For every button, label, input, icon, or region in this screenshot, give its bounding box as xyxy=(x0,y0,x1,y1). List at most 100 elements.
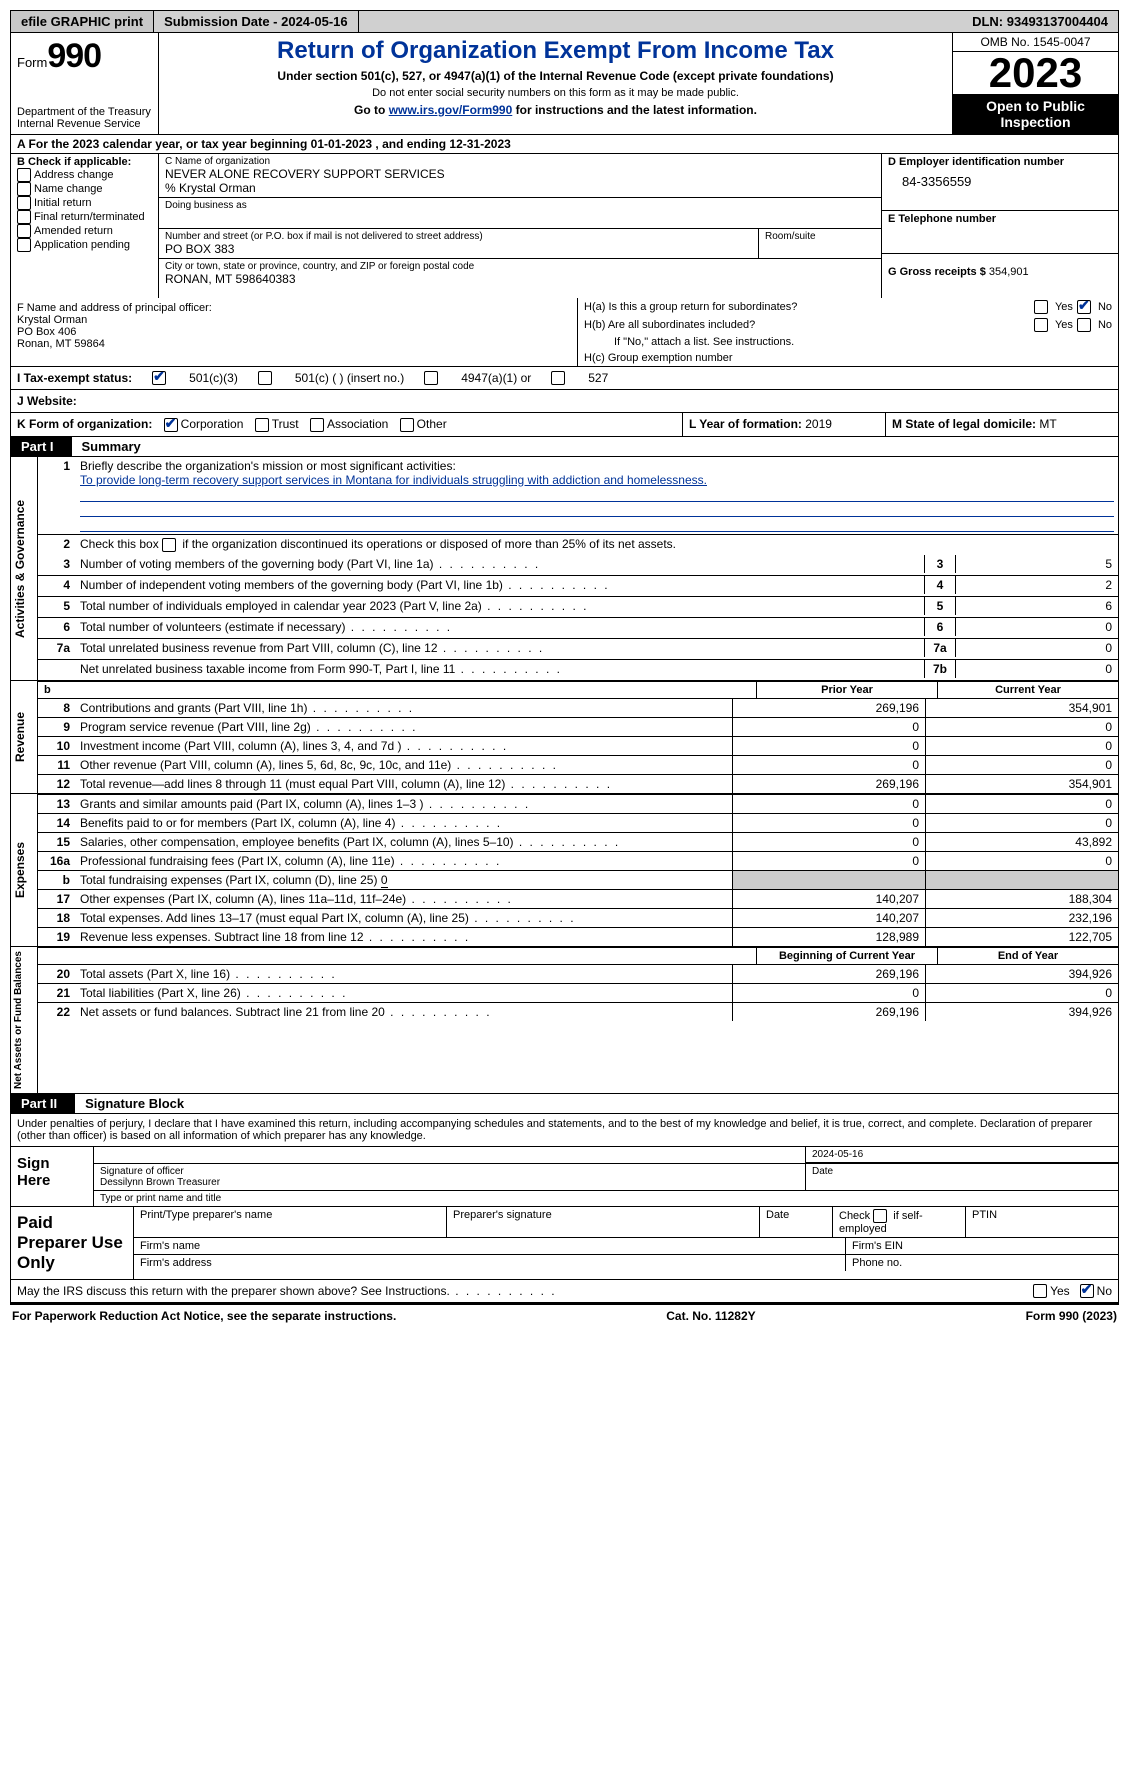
table-row: 8Contributions and grants (Part VIII, li… xyxy=(38,698,1118,717)
checkbox-hb-yes[interactable] xyxy=(1034,318,1048,332)
table-row: 9Program service revenue (Part VIII, lin… xyxy=(38,717,1118,736)
col-prior-year: Prior Year xyxy=(756,682,937,698)
checkbox-501c[interactable] xyxy=(258,371,272,385)
table-row: 18Total expenses. Add lines 13–17 (must … xyxy=(38,908,1118,927)
perjury-text: Under penalties of perjury, I declare th… xyxy=(11,1114,1118,1146)
table-row: 22Net assets or fund balances. Subtract … xyxy=(38,1002,1118,1021)
col-current-year: Current Year xyxy=(937,682,1118,698)
checkbox-amended-return[interactable] xyxy=(17,224,31,238)
table-row: 13Grants and similar amounts paid (Part … xyxy=(38,794,1118,813)
page-footer: For Paperwork Reduction Act Notice, see … xyxy=(10,1303,1119,1327)
checkbox-ha-yes[interactable] xyxy=(1034,300,1048,314)
efile-print-button[interactable]: efile GRAPHIC print xyxy=(11,11,154,32)
table-row: 14Benefits paid to or for members (Part … xyxy=(38,813,1118,832)
governance-block: Activities & Governance 1 Briefly descri… xyxy=(10,457,1119,681)
checkbox-other[interactable] xyxy=(400,418,414,432)
treasury-label: Department of the Treasury Internal Reve… xyxy=(17,106,152,130)
officer-name: Krystal Orman xyxy=(17,314,571,326)
gross-receipts: 354,901 xyxy=(989,266,1029,278)
form-title: Return of Organization Exempt From Incom… xyxy=(169,37,942,65)
vtab-netassets: Net Assets or Fund Balances xyxy=(11,947,38,1093)
box-deg: D Employer identification number 84-3356… xyxy=(881,154,1118,298)
row-j: J Website: xyxy=(10,390,1119,413)
table-row: 15Salaries, other compensation, employee… xyxy=(38,832,1118,851)
checkbox-discuss-no[interactable] xyxy=(1080,1284,1094,1298)
city-state-zip: RONAN, MT 598640383 xyxy=(165,272,875,286)
top-bar: efile GRAPHIC print Submission Date - 20… xyxy=(10,10,1119,33)
vtab-governance: Activities & Governance xyxy=(11,457,38,680)
checkbox-527[interactable] xyxy=(551,371,565,385)
checkbox-501c3[interactable] xyxy=(152,371,166,385)
checkbox-corporation[interactable] xyxy=(164,418,178,432)
tax-year: 2023 xyxy=(953,52,1118,94)
table-row: 6Total number of volunteers (estimate if… xyxy=(38,617,1118,638)
netassets-block: Net Assets or Fund Balances Beginning of… xyxy=(10,947,1119,1094)
checkbox-discuss-yes[interactable] xyxy=(1033,1284,1047,1298)
vtab-revenue: Revenue xyxy=(11,681,38,793)
table-row: 5Total number of individuals employed in… xyxy=(38,596,1118,617)
table-row: 16aProfessional fundraising fees (Part I… xyxy=(38,851,1118,870)
row-a-tax-year: A For the 2023 calendar year, or tax yea… xyxy=(10,135,1119,154)
submission-date: Submission Date - 2024-05-16 xyxy=(154,11,359,32)
table-row: 7aTotal unrelated business revenue from … xyxy=(38,638,1118,659)
dln: DLN: 93493137004404 xyxy=(962,11,1118,32)
subtitle-3: Go to www.irs.gov/Form990 for instructio… xyxy=(169,103,942,117)
expenses-block: Expenses 13Grants and similar amounts pa… xyxy=(10,794,1119,947)
discuss-row: May the IRS discuss this return with the… xyxy=(10,1280,1119,1303)
checkbox-application-pending[interactable] xyxy=(17,238,31,252)
checkbox-address-change[interactable] xyxy=(17,168,31,182)
state-domicile: MT xyxy=(1039,417,1056,431)
checkbox-hb-no[interactable] xyxy=(1077,318,1091,332)
table-row: 20Total assets (Part X, line 16)269,1963… xyxy=(38,964,1118,983)
col-end-year: End of Year xyxy=(937,948,1118,964)
checkbox-self-employed[interactable] xyxy=(873,1209,887,1223)
year-formation: 2019 xyxy=(805,417,832,431)
row-k: K Form of organization: Corporation Trus… xyxy=(10,413,1119,437)
table-row: 3Number of voting members of the governi… xyxy=(38,555,1118,575)
box-c: C Name of organization NEVER ALONE RECOV… xyxy=(159,154,881,298)
table-row: 4Number of independent voting members of… xyxy=(38,575,1118,596)
checkbox-name-change[interactable] xyxy=(17,182,31,196)
ein: 84-3356559 xyxy=(888,168,1112,189)
open-to-public: Open to Public Inspection xyxy=(953,94,1118,134)
table-row: 12Total revenue—add lines 8 through 11 (… xyxy=(38,774,1118,793)
checkbox-trust[interactable] xyxy=(255,418,269,432)
revenue-block: Revenue b Prior Year Current Year 8Contr… xyxy=(10,681,1119,794)
checkbox-4947[interactable] xyxy=(424,371,438,385)
table-row: 11Other revenue (Part VIII, column (A), … xyxy=(38,755,1118,774)
mission-text: To provide long-term recovery support se… xyxy=(80,473,707,487)
table-row: 10Investment income (Part VIII, column (… xyxy=(38,736,1118,755)
subtitle-2: Do not enter social security numbers on … xyxy=(169,87,942,99)
sign-date: 2024-05-16 xyxy=(805,1147,1118,1163)
box-b: B Check if applicable: Address change Na… xyxy=(11,154,159,298)
org-name: NEVER ALONE RECOVERY SUPPORT SERVICES xyxy=(165,167,875,181)
header-grid: B Check if applicable: Address change Na… xyxy=(10,154,1119,298)
checkbox-initial-return[interactable] xyxy=(17,196,31,210)
vtab-expenses: Expenses xyxy=(11,794,38,946)
row-i: I Tax-exempt status: 501(c)(3) 501(c) ( … xyxy=(10,367,1119,390)
col-begin-year: Beginning of Current Year xyxy=(756,948,937,964)
sign-here-label: Sign Here xyxy=(11,1147,94,1206)
care-of: % Krystal Orman xyxy=(165,181,875,195)
part-1-header: Part I Summary xyxy=(10,437,1119,457)
part-2-header: Part II Signature Block xyxy=(10,1094,1119,1114)
table-row: 21Total liabilities (Part X, line 26)00 xyxy=(38,983,1118,1002)
table-row: 19Revenue less expenses. Subtract line 1… xyxy=(38,927,1118,946)
officer-signer: Dessilynn Brown Treasurer xyxy=(100,1177,220,1188)
form-header: Form990 Department of the Treasury Inter… xyxy=(10,33,1119,135)
table-row: Net unrelated business taxable income fr… xyxy=(38,659,1118,680)
checkbox-discontinued[interactable] xyxy=(162,538,176,552)
box-f: F Name and address of principal officer:… xyxy=(11,298,578,366)
checkbox-association[interactable] xyxy=(310,418,324,432)
signature-block: Under penalties of perjury, I declare th… xyxy=(10,1114,1119,1280)
checkbox-ha-no[interactable] xyxy=(1077,300,1091,314)
checkbox-final-return[interactable] xyxy=(17,210,31,224)
table-row: 17Other expenses (Part IX, column (A), l… xyxy=(38,889,1118,908)
form-number: Form990 xyxy=(17,37,152,76)
irs-link[interactable]: www.irs.gov/Form990 xyxy=(389,103,513,117)
subtitle-1: Under section 501(c), 527, or 4947(a)(1)… xyxy=(169,69,942,83)
box-h: H(a) Is this a group return for subordin… xyxy=(578,298,1118,366)
section-f-h: F Name and address of principal officer:… xyxy=(10,298,1119,367)
street-address: PO BOX 383 xyxy=(165,242,752,256)
paid-preparer-label: Paid Preparer Use Only xyxy=(11,1207,134,1279)
